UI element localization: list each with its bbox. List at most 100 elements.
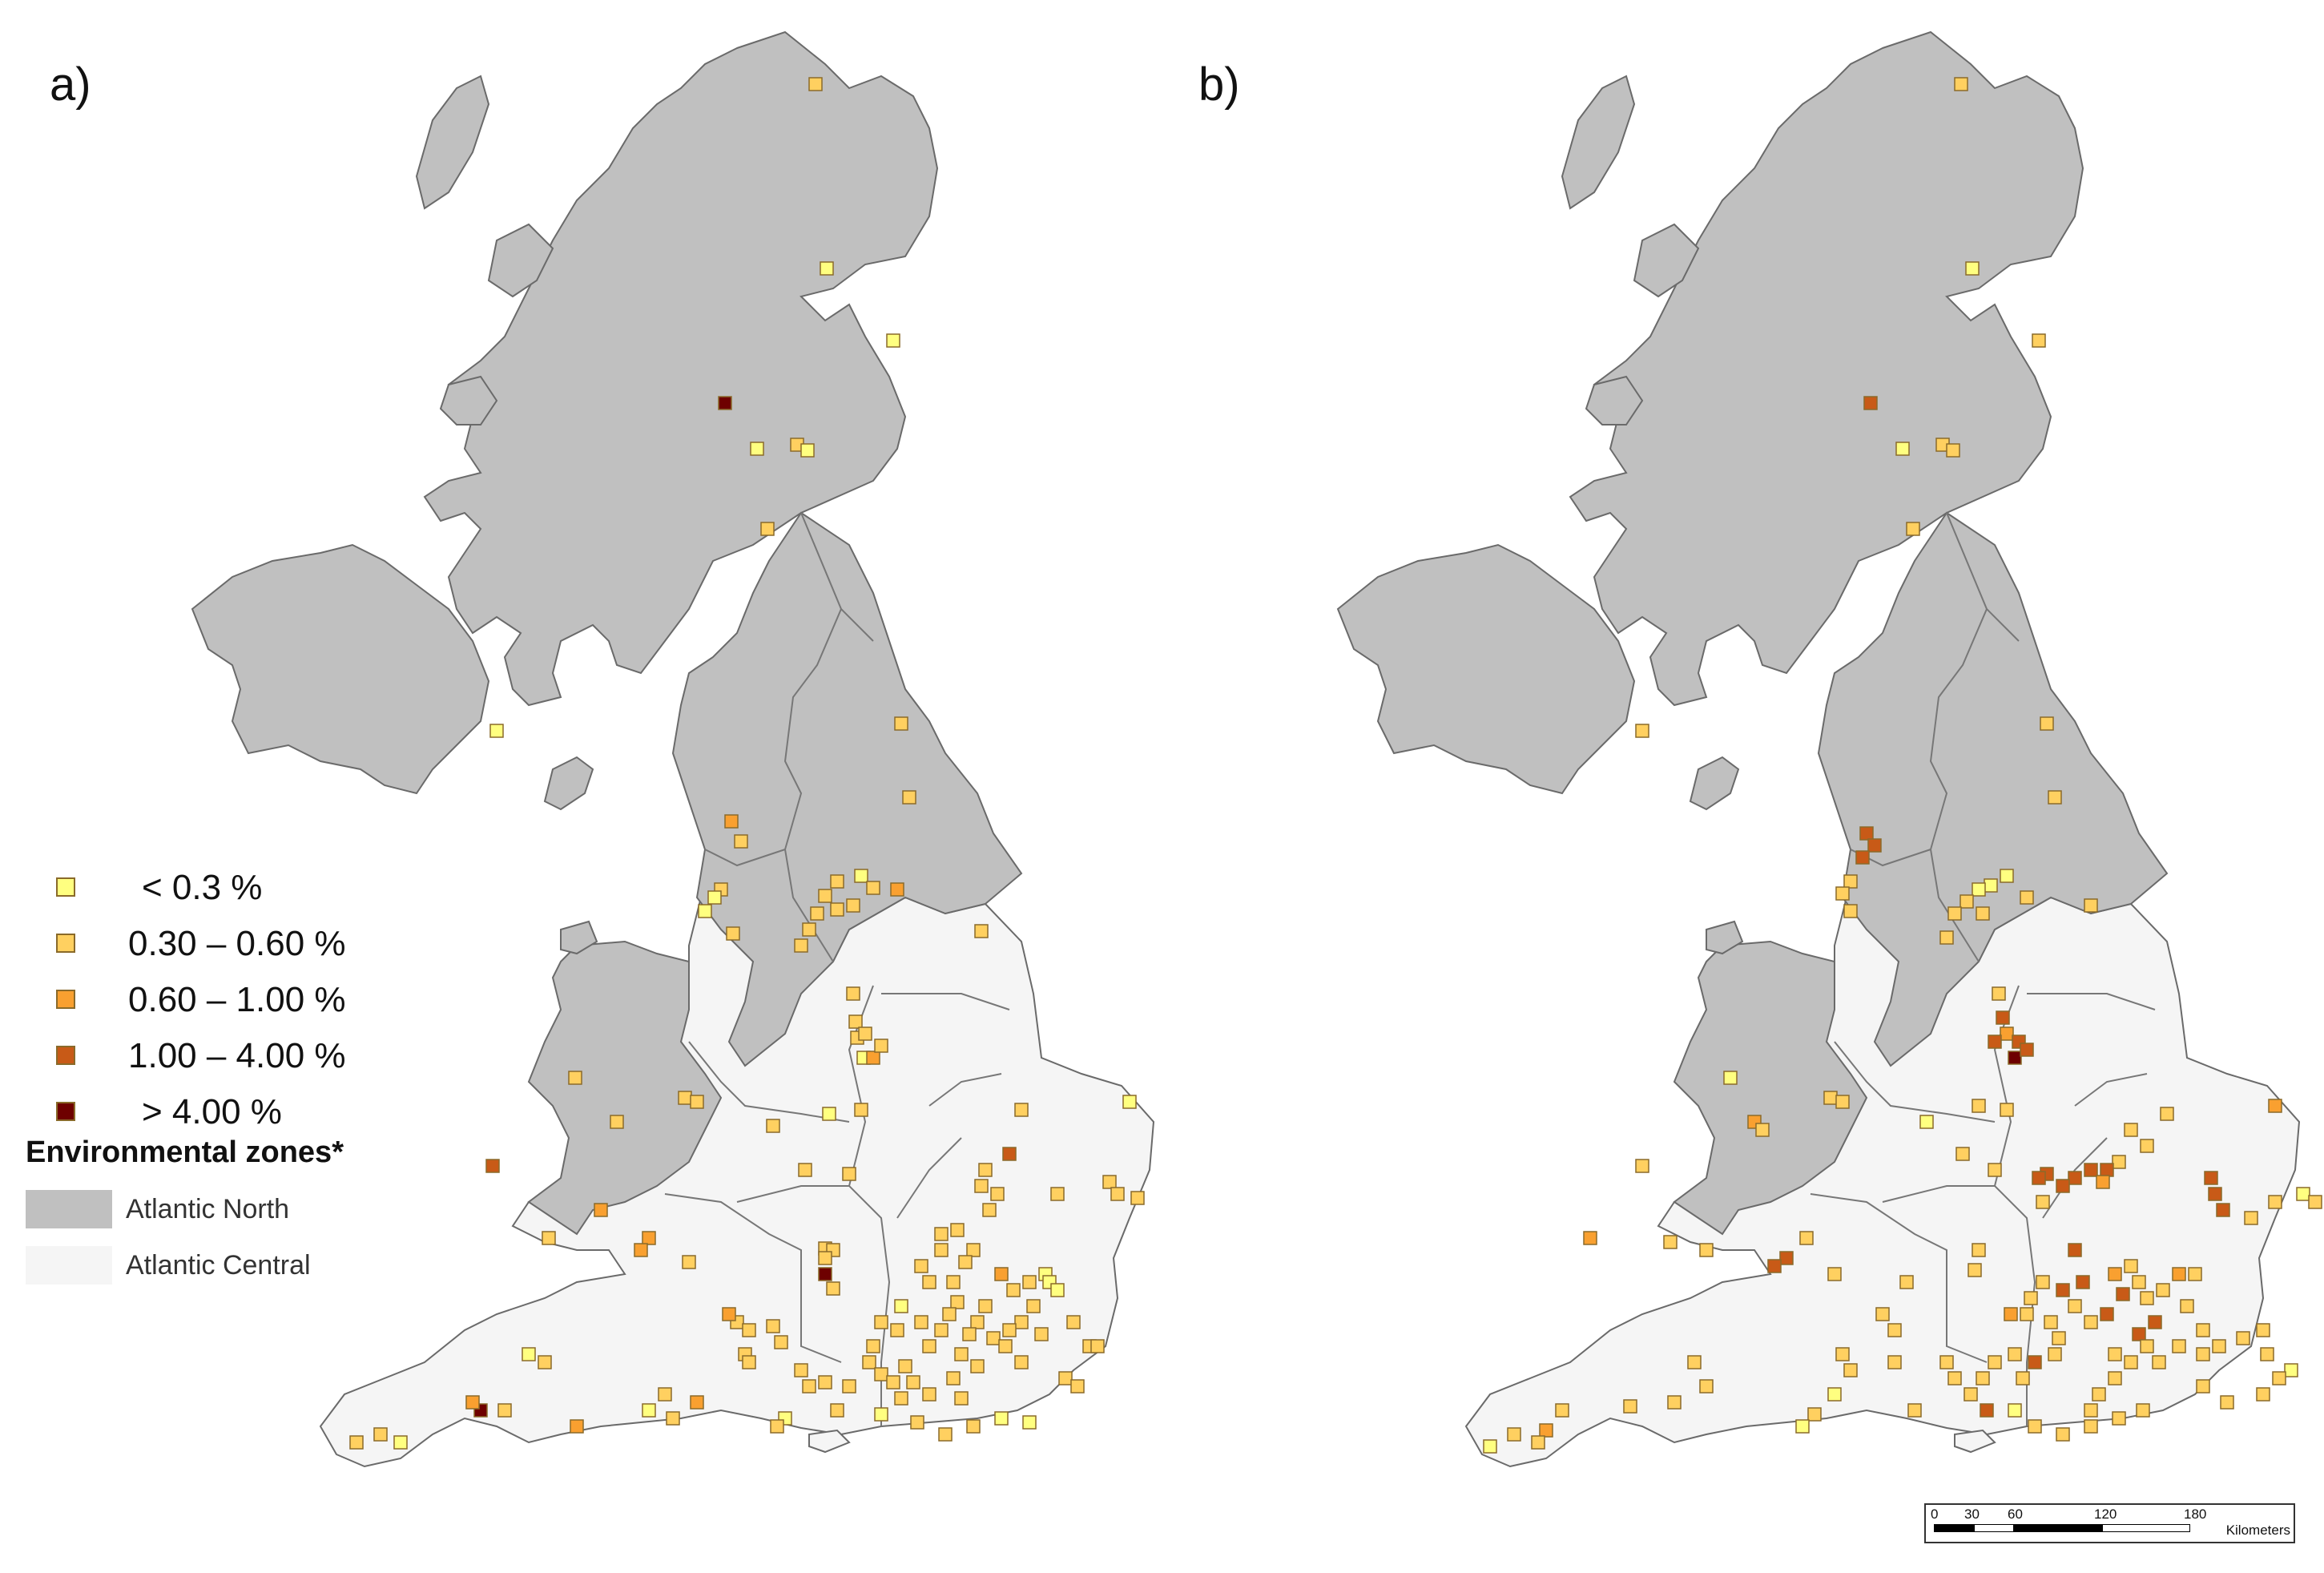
map-b-sample-site-112: [2196, 1323, 2210, 1337]
map-a-sample-site-33: [866, 1051, 880, 1065]
north-zone-scotland-a: [423, 30, 939, 707]
map-a-sample-site-53: [1130, 1191, 1145, 1205]
map-b-sample-site-134: [2112, 1411, 2126, 1426]
map-a-sample-site-8: [760, 522, 775, 536]
map-b-sample-site-73: [1968, 1263, 1982, 1277]
map-b-sample-site-98: [2108, 1347, 2122, 1361]
map-b-sample-site-121: [2220, 1395, 2234, 1410]
map-a-sample-site-130: [938, 1427, 953, 1442]
map-b-sample-site-57: [2268, 1195, 2282, 1209]
island-arran-a: [543, 756, 594, 811]
north-zone-northern-england-b: [1817, 511, 2169, 1067]
legend-swatch-5: [56, 1102, 75, 1121]
central-zone-landmass-b: [1464, 880, 2301, 1468]
map-a-sample-site-34: [874, 1039, 888, 1053]
map-a-sample-site-75: [950, 1295, 965, 1309]
map-a-sample-site-45: [1002, 1147, 1017, 1161]
map-b-sample-site-141: [1795, 1419, 1810, 1434]
map-a-sample-site-96: [886, 1375, 900, 1389]
map-b-sample-site-21: [1972, 882, 1986, 897]
map-b-sample-site-78: [2036, 1275, 2050, 1289]
map-b-sample-site-42: [2268, 1099, 2282, 1113]
map-b-sample-site-11: [2048, 790, 2062, 805]
map-b-sample-site-101: [2084, 1403, 2098, 1418]
map-b-sample-site-79: [2024, 1291, 2038, 1305]
panel-label-a: a): [50, 58, 91, 111]
legend-class-label-1: < 0.3 %: [142, 868, 263, 907]
map-a-sample-site-104: [946, 1371, 961, 1385]
map-b-sample-site-55: [2208, 1187, 2222, 1201]
map-a-sample-site-99: [978, 1299, 993, 1313]
map-b-sample-site-107: [2016, 1371, 2030, 1385]
map-b-sample-site-71: [1827, 1267, 1842, 1281]
map-b-sample-site-43: [2124, 1123, 2138, 1137]
map-a-sample-site-76: [942, 1307, 957, 1321]
map-b-sample-site-27: [1992, 986, 2006, 1001]
map-b-sample-site-69: [1779, 1251, 1794, 1265]
map-a-sample-site-72: [914, 1259, 928, 1273]
map-b-sample-site-53: [2036, 1195, 2050, 1209]
map-a-sample-site-122: [742, 1355, 756, 1369]
island-anglesey-a: [560, 920, 598, 955]
map-a-sample-site-29: [846, 986, 860, 1001]
map-a-sample-site-148: [690, 1395, 704, 1410]
map-b-sample-site-35: [1823, 1091, 1838, 1105]
map-b-sample-site-91: [2172, 1267, 2186, 1281]
map-a-sample-site-1: [808, 77, 823, 91]
scale-unit: Kilometers: [2225, 1523, 2290, 1538]
map-b-sample-site-125: [1887, 1355, 1902, 1369]
legend-swatch-2: [56, 934, 75, 953]
map-a-sample-site-87: [1014, 1315, 1029, 1329]
legend-class-label-5: > 4.00 %: [142, 1092, 282, 1131]
map-a-sample-site-5: [750, 442, 764, 456]
map-a-sample-site-137: [522, 1347, 536, 1361]
map-b-sample-site-104: [2048, 1347, 2062, 1361]
map-b-sample-site-33: [1988, 1035, 2002, 1049]
map-b-sample-site-137: [1835, 1347, 1850, 1361]
map-a-sample-site-17: [830, 874, 844, 889]
map-b-sample-site-4: [1863, 396, 1878, 410]
map-b-sample-site-10: [2040, 716, 2054, 731]
map-a-sample-site-78: [914, 1315, 928, 1329]
map-b-sample-site-129: [1980, 1403, 1994, 1418]
map-a-sample-site-60: [634, 1243, 648, 1257]
map-a-sample-site-126: [842, 1379, 856, 1394]
map-b-sample-site-26: [2084, 898, 2098, 913]
map-b-sample-site-46: [2084, 1163, 2098, 1177]
map-b-sample-site-116: [2260, 1347, 2274, 1361]
map-b-sample-site-68: [1799, 1231, 1814, 1245]
isle-of-wight-b: [1954, 1429, 1996, 1454]
legend-swatch-1: [56, 877, 75, 897]
map-b-sample-site-17: [1843, 904, 1858, 918]
map-b-sample-site-77: [2056, 1283, 2070, 1297]
map-a-sample-site-25: [698, 904, 712, 918]
map-a-sample-site-48: [990, 1187, 1005, 1201]
map-b-sample-site-92: [2188, 1267, 2202, 1281]
map-a-sample-site-135: [770, 1419, 784, 1434]
scale-segment-1: [1934, 1524, 1974, 1532]
scale-segment-4: [2102, 1524, 2190, 1532]
map-b-sample-site-23: [1947, 906, 1962, 921]
map-a-sample-site-57: [594, 1203, 608, 1217]
map-a-sample-site-20: [830, 902, 844, 917]
map-a-sample-site-82: [1022, 1275, 1037, 1289]
island-skye-a: [487, 223, 554, 298]
map-b-sample-site-124: [1887, 1323, 1902, 1337]
map-b-sample-site-28: [1996, 1010, 2010, 1025]
map-a-sample-site-105: [954, 1391, 969, 1406]
island-mull-b: [1585, 375, 1644, 426]
map-a-sample-site-37: [678, 1091, 692, 1105]
map-a-sample-site-95: [874, 1367, 888, 1381]
map-b-sample-site-74: [1972, 1243, 1986, 1257]
map-b-sample-site-89: [2140, 1291, 2154, 1305]
map-b-sample-site-65: [1583, 1231, 1597, 1245]
map-b-sample-site-38: [1919, 1115, 1934, 1129]
map-b-sample-site-109: [1976, 1371, 1990, 1385]
map-b-sample-site-147: [1539, 1423, 1553, 1438]
map-a-sample-site-129: [910, 1415, 924, 1430]
island-hebrides-b: [1561, 75, 1636, 210]
map-b-sample-site-58: [2244, 1211, 2258, 1225]
map-a-sample-site-71: [826, 1281, 840, 1296]
map-b-sample-site-12: [1859, 826, 1874, 841]
map-b-sample-site-145: [1623, 1399, 1637, 1414]
